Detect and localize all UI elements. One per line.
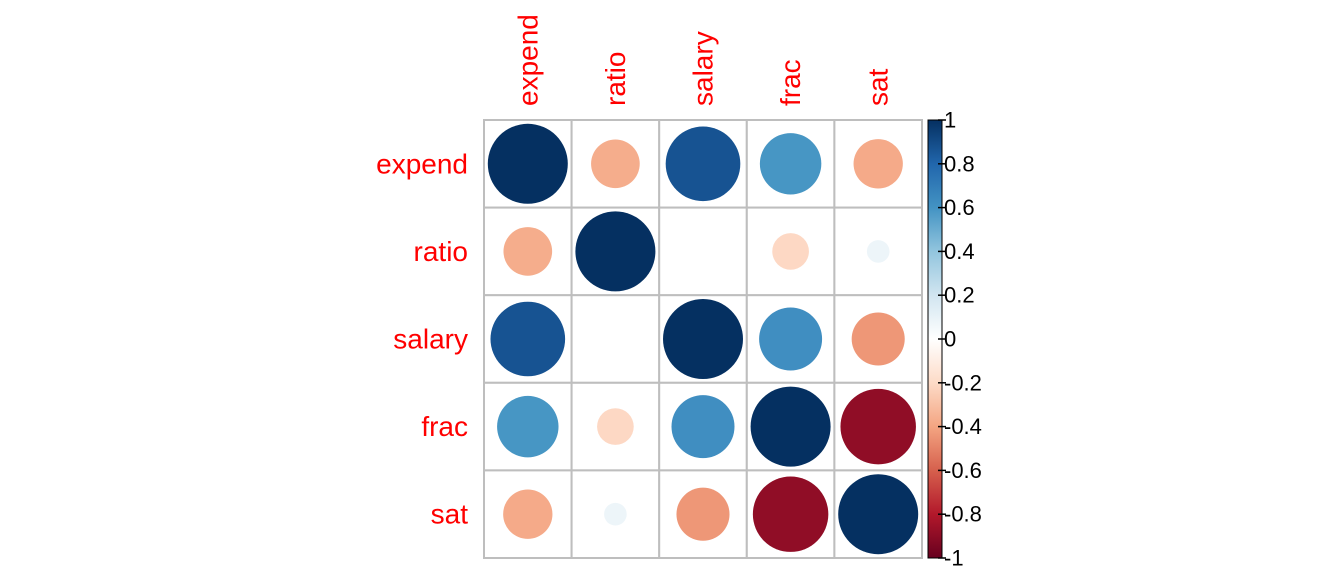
row-label: frac: [421, 411, 468, 442]
correlation-circle: [663, 299, 743, 379]
correlation-circle: [772, 233, 809, 270]
colorbar-tick-label: 0.8: [944, 151, 975, 176]
correlation-circle: [840, 388, 916, 465]
correlation-circle: [759, 133, 822, 195]
correlation-circle: [503, 489, 553, 539]
column-labels: expend ratio salary frac sat: [512, 14, 893, 106]
column-label: expend: [512, 14, 543, 106]
colorbar-tick-label: -0.4: [944, 414, 982, 439]
matrix-cell: [658, 206, 748, 297]
correlation-circle: [487, 123, 568, 204]
row-label: sat: [431, 499, 469, 530]
row-label: expend: [376, 148, 468, 179]
colorbar-tick-label: 0: [944, 327, 956, 352]
correlation-circle: [851, 312, 905, 366]
matrix-cell: [570, 294, 661, 384]
column-label: salary: [688, 31, 719, 106]
column-label: frac: [775, 59, 806, 106]
colorbar: -1 -0.8 -0.6 -0.4 -0.2 0 0.2 0.4 0.6 0.8 1: [927, 108, 982, 571]
correlation-circle: [665, 126, 741, 202]
correlation-circle: [503, 227, 553, 276]
correlation-circle: [759, 307, 823, 371]
correlation-circle: [750, 386, 831, 467]
row-label: salary: [393, 324, 468, 355]
row-label: ratio: [414, 236, 468, 267]
colorbar-tick-label: 0.4: [944, 239, 975, 264]
correlation-circle: [838, 474, 919, 555]
correlation-circles: [487, 123, 919, 555]
colorbar-tick-label: -0.8: [944, 502, 982, 527]
colorbar-tick-label: 0.6: [944, 195, 975, 220]
column-label: ratio: [600, 52, 631, 106]
colorbar-tick-label: -1: [944, 546, 964, 571]
row-labels: expend ratio salary frac sat: [376, 148, 468, 529]
colorbar-tick-label: -0.6: [944, 458, 982, 483]
colorbar-tick-label: 1: [944, 108, 956, 133]
correlation-circle: [853, 139, 903, 189]
correlation-circle: [597, 408, 634, 445]
correlation-circle: [752, 476, 829, 552]
correlation-circle: [671, 395, 735, 459]
colorbar-tick-label: 0.2: [944, 283, 975, 308]
column-label: sat: [863, 68, 894, 106]
matrix-cell: [570, 469, 661, 559]
correlation-circle: [490, 301, 566, 377]
correlation-circle: [575, 211, 656, 292]
colorbar-tick-label: -0.2: [944, 370, 982, 395]
correlation-circle: [866, 240, 890, 263]
correlation-circle: [676, 487, 730, 541]
correlation-circle: [604, 502, 627, 526]
correlation-circle: [497, 395, 559, 458]
correlation-circle: [591, 139, 640, 189]
